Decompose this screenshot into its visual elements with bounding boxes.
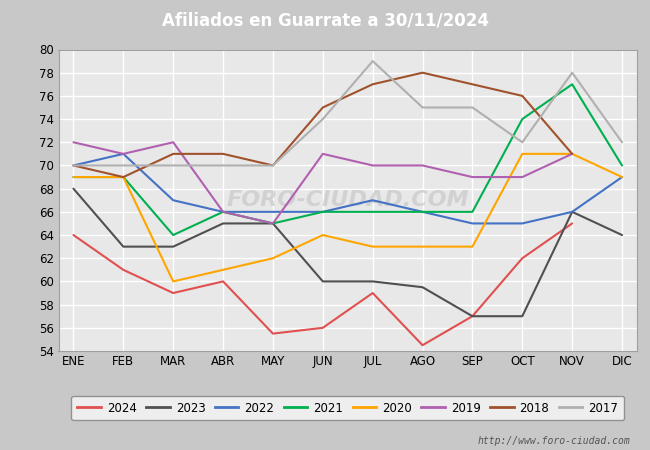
- Legend: 2024, 2023, 2022, 2021, 2020, 2019, 2018, 2017: 2024, 2023, 2022, 2021, 2020, 2019, 2018…: [72, 396, 624, 420]
- Text: FORO-CIUDAD.COM: FORO-CIUDAD.COM: [226, 190, 469, 210]
- Text: http://www.foro-ciudad.com: http://www.foro-ciudad.com: [478, 436, 630, 446]
- Text: Afiliados en Guarrate a 30/11/2024: Afiliados en Guarrate a 30/11/2024: [161, 11, 489, 29]
